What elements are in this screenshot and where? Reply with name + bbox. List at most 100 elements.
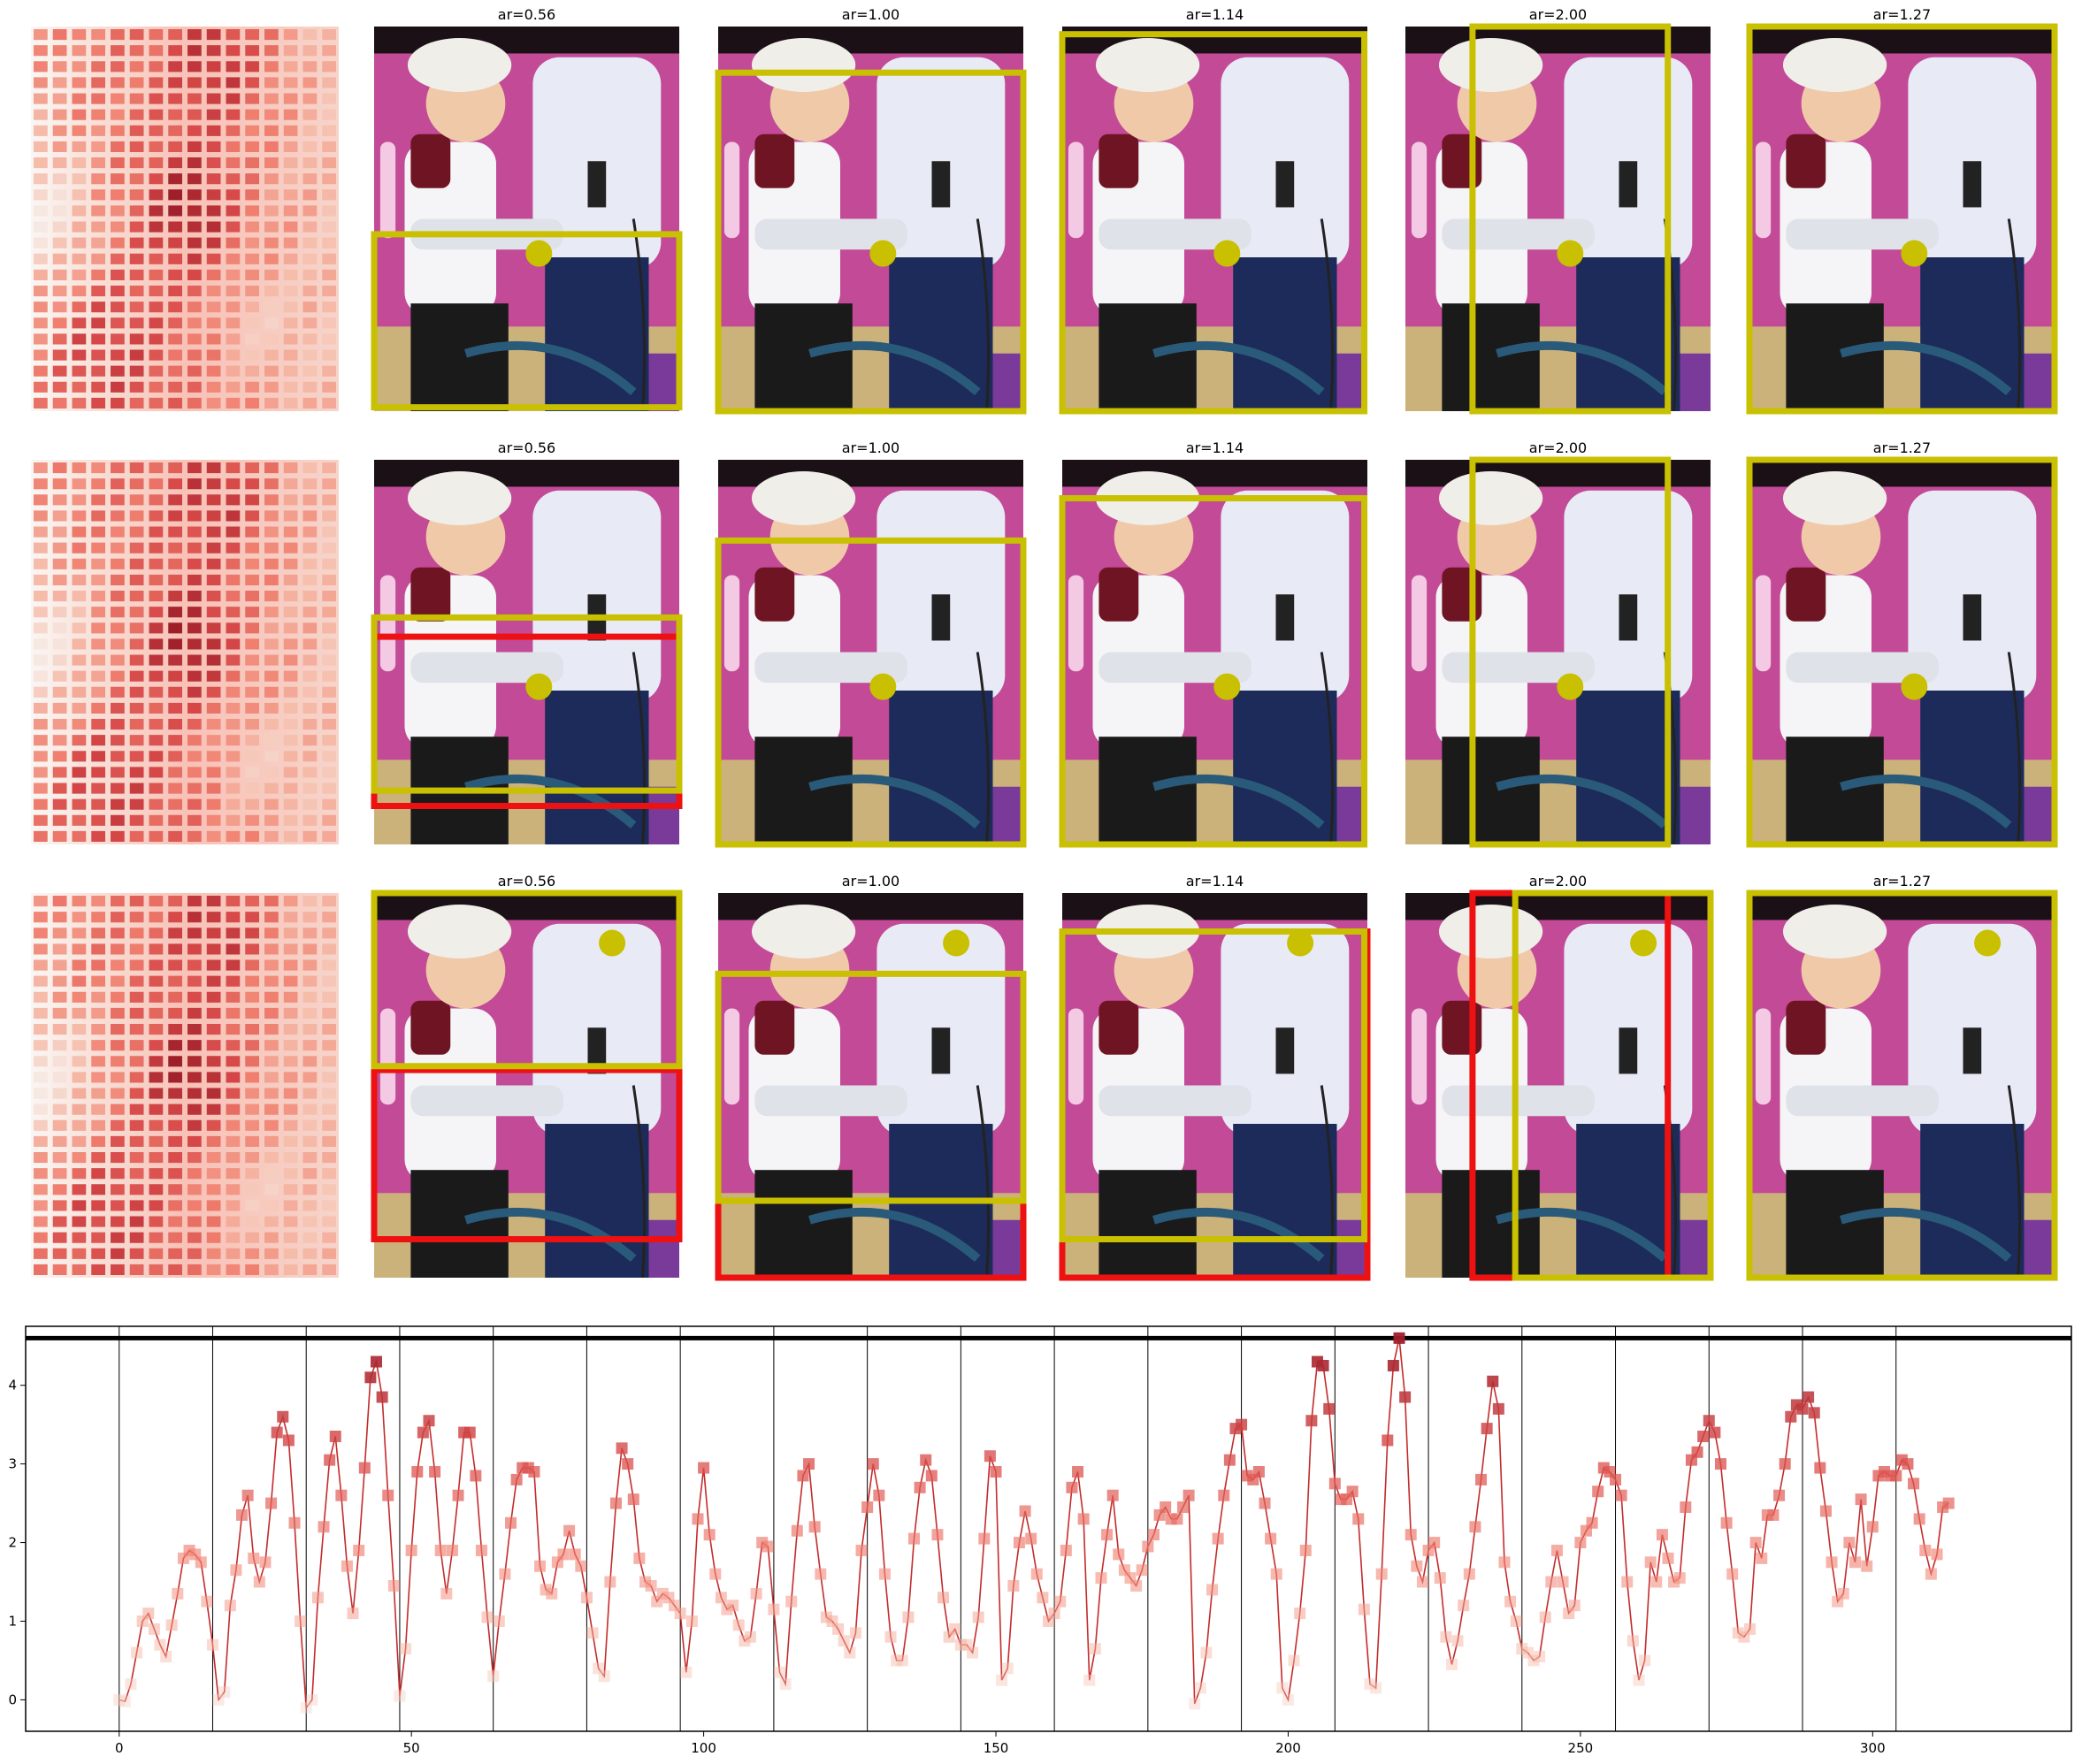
heatmap-cell (264, 77, 279, 88)
heatmap-cell (129, 381, 144, 393)
data-point (1200, 1646, 1213, 1659)
heatmap-cell (91, 173, 105, 185)
heatmap-cell (188, 77, 202, 88)
heatmap-cell (322, 1072, 336, 1083)
heatmap-cell (188, 670, 202, 682)
heatmap-cell (129, 1072, 144, 1083)
heatmap-cell (34, 975, 48, 987)
heatmap-cell (168, 1216, 182, 1227)
heatmap-cell (52, 1135, 67, 1147)
heatmap-cell (168, 814, 182, 826)
data-point (236, 1508, 249, 1521)
data-point (358, 1462, 371, 1474)
heatmap-cell (72, 1007, 87, 1019)
heatmap-cell (188, 286, 202, 297)
heatmap-cell (206, 1248, 221, 1259)
heatmap-cell (91, 462, 105, 474)
heatmap-cell (52, 896, 67, 907)
data-point (622, 1458, 634, 1470)
heatmap-cell (322, 141, 336, 152)
heatmap-cell (72, 975, 87, 987)
heatmap-cell (149, 735, 164, 746)
heatmap-cell (111, 735, 125, 746)
heatmap-cell (129, 1088, 144, 1099)
heatmap-cell (91, 45, 105, 57)
data-point (1013, 1537, 1025, 1549)
heatmap-cell (302, 1152, 318, 1164)
heatmap-cell (322, 61, 336, 73)
data-point (1627, 1635, 1639, 1647)
heatmap-cell (52, 1184, 67, 1195)
heatmap-cell (226, 526, 241, 538)
heatmap-cell (52, 735, 67, 746)
heatmap-cell (168, 141, 182, 152)
heatmap-cell (264, 830, 279, 842)
data-point (224, 1600, 236, 1612)
heatmap-cell (302, 365, 318, 377)
archer-photo (718, 27, 1023, 411)
heatmap-cell (302, 542, 318, 554)
heatmap-cell (302, 622, 318, 634)
heatmap-cell (91, 1232, 105, 1243)
heatmap-cell (129, 1103, 144, 1115)
heatmap-cell (91, 1216, 105, 1227)
heatmap-cell (129, 125, 144, 136)
panel-title: ar=1.27 (1873, 6, 1931, 23)
heatmap-cell (129, 1040, 144, 1051)
heatmap-cell (302, 830, 318, 842)
heatmap-cell (72, 622, 87, 634)
heatmap-cell (34, 814, 48, 826)
heatmap-cell (206, 494, 221, 506)
heatmap-cell (283, 735, 298, 746)
heatmap-cell (168, 1135, 182, 1147)
data-point (353, 1544, 365, 1556)
heatmap-cell (245, 719, 259, 730)
heatmap-cell (52, 1216, 67, 1227)
heatmap-cell (302, 1200, 318, 1211)
data-point (505, 1516, 517, 1529)
data-point (1358, 1603, 1370, 1615)
heatmap-cell (72, 783, 87, 794)
heatmap-cell (168, 654, 182, 666)
heatmap-cell (206, 558, 221, 569)
heatmap-cell (206, 365, 221, 377)
heatmap-cell (322, 93, 336, 104)
heatmap-cell (188, 622, 202, 634)
heatmap-cell (226, 45, 241, 57)
heatmap-cell (302, 510, 318, 522)
archer-photo (1749, 460, 2055, 844)
heatmap-cell (302, 157, 318, 169)
heatmap-cell (91, 61, 105, 73)
heatmap-cell (111, 109, 125, 120)
data-point (849, 1627, 861, 1639)
heatmap-cell (322, 253, 336, 264)
data-point (1183, 1489, 1195, 1501)
heatmap-cell (129, 1168, 144, 1180)
data-point (1416, 1576, 1428, 1588)
panel-title: ar=1.00 (842, 439, 899, 456)
heatmap-cell (188, 269, 202, 280)
heatmap-cell (322, 654, 336, 666)
data-point (1633, 1674, 1645, 1686)
heatmap-cell (34, 912, 48, 923)
heatmap-cell (111, 814, 125, 826)
heatmap-cell (283, 943, 298, 955)
heatmap-cell (283, 798, 298, 810)
heatmap-cell (149, 286, 164, 297)
data-point (510, 1473, 523, 1485)
heatmap-cell (111, 125, 125, 136)
heatmap-cell (283, 494, 298, 506)
heatmap-cell (283, 896, 298, 907)
heatmap-cell (168, 751, 182, 762)
heatmap-panel-1 (31, 27, 339, 411)
heatmap-cell (129, 751, 144, 762)
heatmap-cell (264, 991, 279, 1003)
heatmap-cell (149, 29, 164, 41)
data-point (1516, 1643, 1528, 1655)
heatmap-cell (226, 1056, 241, 1067)
heatmap-cell (206, 462, 221, 474)
data-point (440, 1587, 453, 1600)
heatmap-cell (111, 912, 125, 923)
panel-title: ar=2.00 (1529, 6, 1587, 23)
heatmap-cell (226, 93, 241, 104)
